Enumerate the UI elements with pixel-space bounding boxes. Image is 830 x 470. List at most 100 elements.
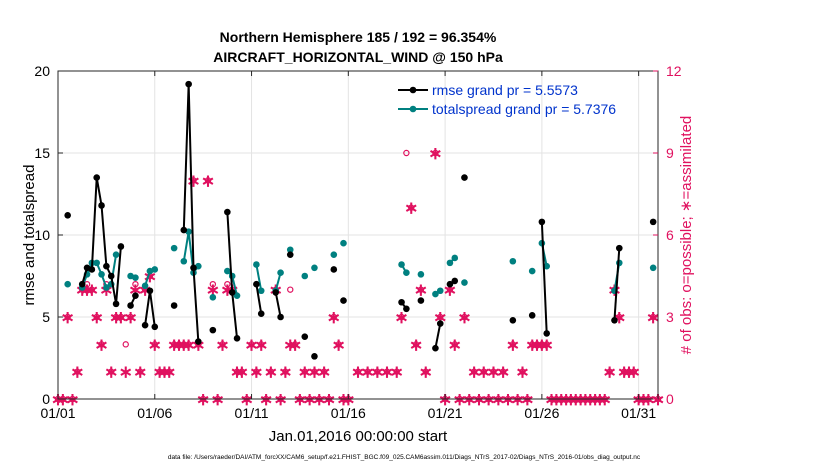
obs-possible-marker xyxy=(88,286,96,293)
y-right-tick-label: 3 xyxy=(666,309,674,325)
obs-assimilated-marker: ∗ xyxy=(627,363,641,382)
obs-possible-marker xyxy=(509,341,517,348)
obs-possible-marker xyxy=(74,368,81,375)
rmse-point xyxy=(180,226,188,234)
obs-assimilated-marker: ∗ xyxy=(264,363,278,382)
obs-possible-marker xyxy=(267,368,275,375)
rmse-point xyxy=(330,266,338,273)
obs-assimilated-marker: ∗ xyxy=(457,308,471,327)
obs-assimilated-marker: ∗ xyxy=(61,308,75,327)
obs-possible-marker xyxy=(291,341,299,348)
rmse-point xyxy=(272,289,280,296)
legend-rmse-label: rmse grand pr = 5.5573 xyxy=(432,82,578,98)
obs-assimilated-marker: ∗ xyxy=(506,335,520,354)
y-left-tick-label: 15 xyxy=(34,145,50,161)
rmse-point xyxy=(185,80,192,88)
spread-point xyxy=(417,271,425,278)
x-tick-label: 01/11 xyxy=(235,405,269,421)
obs-assimilated-marker: ∗ xyxy=(419,363,433,382)
x-tick-label: 01/01 xyxy=(40,405,75,421)
obs-possible-marker xyxy=(330,313,338,321)
obs-assimilated-marker: ∗ xyxy=(443,281,457,300)
rmse-point xyxy=(224,208,231,216)
spread-point xyxy=(461,279,468,286)
obs-assimilated-marker: ∗ xyxy=(172,335,186,354)
obs-possible-marker xyxy=(470,368,478,375)
obs-assimilated-marker: ∗ xyxy=(448,335,462,354)
legend-spread-marker xyxy=(409,105,417,113)
obs-assimilated-marker: ∗ xyxy=(278,363,292,382)
spread-point xyxy=(436,287,444,295)
obs-possible-marker xyxy=(335,341,342,348)
rmse-point xyxy=(151,323,159,331)
rmse-line xyxy=(540,221,548,334)
obs-assimilated-marker: ∗ xyxy=(540,335,554,354)
obs-possible-marker xyxy=(248,341,255,348)
obs-possible-marker xyxy=(354,368,362,375)
rmse-point xyxy=(107,272,115,280)
spread-point xyxy=(340,239,347,247)
rmse-point xyxy=(509,316,517,324)
obs-assimilated-marker: ∗ xyxy=(332,335,346,354)
rmse-point xyxy=(170,302,178,309)
obs-possible-marker xyxy=(630,368,638,375)
axis-ticks: 01/01 01/06 01/11 01/16 01/21 01/26 01/31 0 5 10 1… xyxy=(34,63,681,421)
rmse-point xyxy=(649,218,657,226)
obs-assimilated-marker: ∗ xyxy=(428,144,442,163)
obs-assimilated-marker: ∗ xyxy=(283,335,297,354)
y-left-tick-label: 0 xyxy=(42,391,50,407)
rmse-point xyxy=(233,335,241,342)
rmse-point xyxy=(257,310,265,318)
y-right-tick-label: 0 xyxy=(666,391,674,407)
spread-point xyxy=(649,264,657,272)
rmse-point xyxy=(98,202,105,209)
y-left-tick-label: 5 xyxy=(42,309,50,325)
legend-rmse-marker xyxy=(409,86,417,94)
obs-possible-marker xyxy=(137,368,144,375)
obs-assimilated-marker: ∗ xyxy=(288,335,302,354)
spread-point xyxy=(403,269,410,277)
spread-point xyxy=(311,264,318,272)
obs-assimilated-marker: ∗ xyxy=(394,308,408,327)
obs-assimilated-marker: ∗ xyxy=(351,363,365,382)
spread-point xyxy=(112,251,120,258)
rmse-line xyxy=(255,284,263,314)
obs-possible-marker xyxy=(432,149,439,157)
obs-possible-marker xyxy=(151,341,158,348)
obs-assimilated-marker: ∗ xyxy=(404,199,418,218)
rmse-point xyxy=(277,313,284,321)
rmse-point xyxy=(543,330,551,337)
spread-point xyxy=(301,272,309,280)
obs-count-markers: ∗∗∗∗∗∗∗∗∗∗∗∗∗∗∗∗∗∗∗∗∗∗∗∗∗∗∗∗∗∗∗∗∗∗∗∗∗∗∗∗… xyxy=(51,144,665,409)
obs-assimilated-marker: ∗ xyxy=(486,363,500,382)
rmse-point xyxy=(141,321,149,329)
obs-possible-marker xyxy=(616,313,623,321)
obs-possible-marker xyxy=(412,341,420,348)
y-axis-right-label: # of obs: o=possible; ∗=assimilated xyxy=(678,116,695,355)
obs-assimilated-marker: ∗ xyxy=(104,363,118,382)
obs-possible-marker xyxy=(422,368,429,375)
rmse-line xyxy=(613,248,621,321)
spread-point xyxy=(209,294,217,301)
obs-possible-marker xyxy=(253,368,260,375)
obs-assimilated-marker: ∗ xyxy=(249,363,263,382)
x-axis-label: Jan.01,2016 00:00:00 start xyxy=(269,428,448,445)
obs-possible-marker xyxy=(364,368,371,375)
spread-point xyxy=(103,284,110,291)
obs-assimilated-marker: ∗ xyxy=(254,335,268,354)
rmse-point xyxy=(228,289,236,296)
obs-assimilated-marker: ∗ xyxy=(215,335,229,354)
spread-point xyxy=(64,280,71,288)
rmse-point xyxy=(117,243,125,250)
obs-possible-marker xyxy=(224,281,231,288)
spread-point xyxy=(398,261,405,268)
rmse-point xyxy=(88,266,96,273)
y-left-tick-label: 20 xyxy=(34,63,50,79)
spread-point xyxy=(257,287,265,295)
obs-assimilated-marker: ∗ xyxy=(109,308,123,327)
rmse-point xyxy=(446,280,454,288)
spread-point xyxy=(330,251,338,258)
rmse-point xyxy=(64,212,71,219)
obs-assimilated-marker: ∗ xyxy=(317,363,331,382)
obs-assimilated-marker: ∗ xyxy=(133,363,147,382)
